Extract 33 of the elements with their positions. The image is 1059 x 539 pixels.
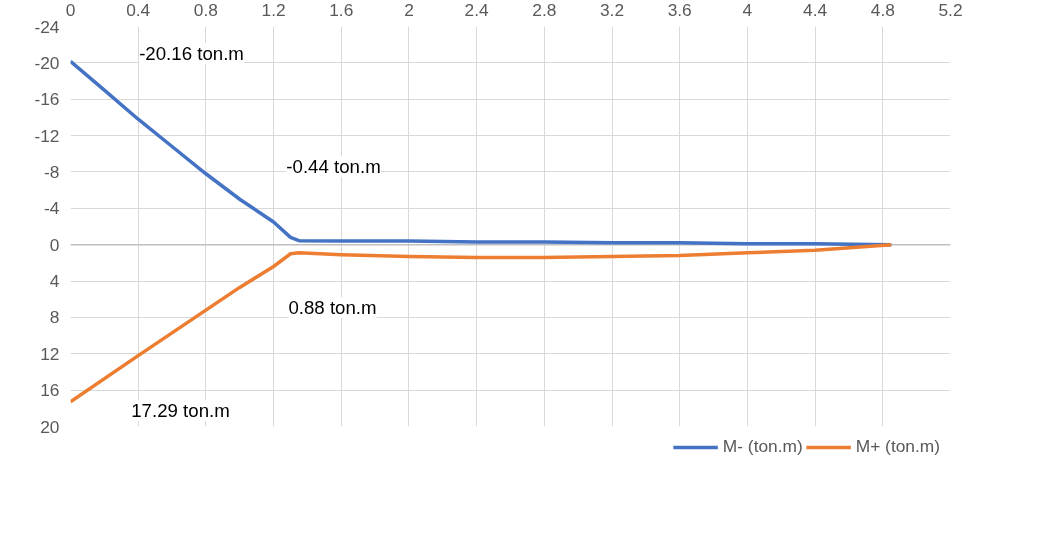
legend-label: M- (ton.m) xyxy=(722,436,803,457)
legend-label: M+ (ton.m) xyxy=(855,436,940,457)
y-tick-label: -4 xyxy=(44,198,60,219)
y-tick-label: -8 xyxy=(44,161,60,182)
y-tick-label: 4 xyxy=(49,271,60,292)
y-tick-label: -16 xyxy=(34,89,60,110)
x-tick-label: 4.4 xyxy=(803,0,828,20)
x-tick-label: 2.8 xyxy=(532,0,557,20)
x-tick-label: 3.2 xyxy=(599,0,625,20)
x-tick-label: 3.6 xyxy=(667,0,692,20)
line-series xyxy=(70,242,894,404)
x-tick-label: 0 xyxy=(65,0,76,20)
y-tick-label: 0 xyxy=(49,234,60,255)
annotation: 0.88 ton.m xyxy=(288,297,377,318)
x-tick-label: 4.8 xyxy=(870,0,895,20)
y-tick-label: 8 xyxy=(49,307,60,328)
x-tick-label: 0.4 xyxy=(126,0,151,20)
y-tick-label: -12 xyxy=(34,125,60,146)
y-tick-label: -20 xyxy=(34,52,60,73)
x-tick-label: 0.8 xyxy=(193,0,218,20)
x-tick-label: 4 xyxy=(742,0,753,20)
annotation: 17.29 ton.m xyxy=(131,400,230,421)
y-tick-label: 12 xyxy=(40,343,60,364)
y-tick-label: 16 xyxy=(40,380,60,401)
x-tick-label: 2.4 xyxy=(464,0,490,20)
annotation: -0.44 ton.m xyxy=(286,156,381,177)
annotation: -20.16 ton.m xyxy=(139,43,244,64)
x-tick-label: 2 xyxy=(404,0,414,20)
x-tick-label: 1.2 xyxy=(261,0,286,20)
y-tick-label: 20 xyxy=(40,416,60,437)
y-tick-label: -24 xyxy=(34,16,60,37)
x-tick-label: 1.6 xyxy=(329,0,354,20)
x-tick-label: 5.2 xyxy=(938,0,963,20)
